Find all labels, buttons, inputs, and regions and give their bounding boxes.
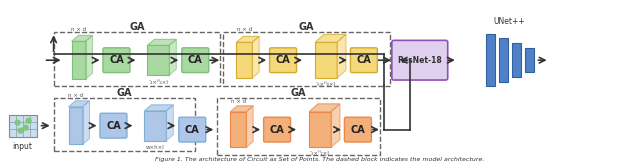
Polygon shape [309, 112, 331, 148]
Text: n × d: n × d [237, 27, 252, 32]
Polygon shape [147, 39, 176, 45]
Bar [54, 32, 220, 86]
Polygon shape [72, 35, 93, 41]
Polygon shape [252, 36, 259, 78]
FancyBboxPatch shape [100, 113, 127, 138]
FancyBboxPatch shape [344, 117, 371, 142]
FancyBboxPatch shape [179, 117, 205, 142]
Polygon shape [331, 104, 340, 148]
Bar [486, 34, 495, 86]
Bar [511, 43, 520, 77]
Polygon shape [236, 36, 259, 42]
Text: ResNet-18: ResNet-18 [397, 56, 442, 65]
Polygon shape [315, 34, 346, 42]
Polygon shape [147, 45, 170, 75]
Polygon shape [68, 107, 83, 144]
Polygon shape [83, 101, 90, 144]
FancyBboxPatch shape [351, 48, 378, 73]
Bar [223, 32, 390, 86]
FancyBboxPatch shape [182, 48, 209, 73]
Polygon shape [230, 112, 246, 148]
Text: n × d: n × d [71, 27, 86, 32]
Text: UNet++: UNet++ [493, 17, 525, 27]
Text: GA: GA [291, 88, 307, 98]
Polygon shape [68, 101, 90, 107]
Text: n × d: n × d [230, 99, 246, 104]
Text: CA: CA [276, 55, 291, 65]
Circle shape [23, 125, 28, 130]
Text: CA: CA [351, 125, 365, 135]
Circle shape [15, 120, 20, 125]
Polygon shape [309, 104, 340, 112]
Text: GA: GA [299, 23, 314, 32]
Text: CA: CA [185, 125, 200, 135]
Text: ᵔ₄×ᴴ₄×l: ᵔ₄×ᴴ₄×l [148, 80, 168, 85]
Polygon shape [170, 39, 176, 75]
Polygon shape [236, 42, 252, 78]
Text: CA: CA [269, 125, 284, 135]
Text: ᵔ₂×ᴴ₂×l: ᵔ₂×ᴴ₂×l [310, 151, 330, 156]
Text: GA: GA [116, 88, 132, 98]
Polygon shape [145, 105, 173, 111]
Circle shape [26, 118, 31, 123]
Polygon shape [145, 111, 166, 140]
Polygon shape [315, 42, 337, 78]
Text: w×h×l: w×h×l [146, 145, 164, 151]
Text: GA: GA [129, 23, 145, 32]
FancyBboxPatch shape [269, 48, 296, 73]
Polygon shape [9, 115, 36, 137]
Text: Figure 1. The architecture of Circuit as Set of Points. The dashed block indicat: Figure 1. The architecture of Circuit as… [156, 157, 484, 162]
Text: n × d: n × d [68, 93, 83, 98]
Bar [525, 48, 534, 72]
Text: CA: CA [356, 55, 371, 65]
Text: CA: CA [109, 55, 124, 65]
FancyBboxPatch shape [103, 48, 130, 73]
Text: ᵔ₈×ᴴ₈×l: ᵔ₈×ᴴ₈×l [316, 82, 336, 87]
Bar [217, 98, 380, 155]
Bar [54, 98, 195, 151]
Polygon shape [337, 34, 346, 78]
Bar [499, 38, 508, 82]
Circle shape [18, 128, 23, 133]
Polygon shape [86, 35, 93, 79]
Text: CA: CA [106, 121, 121, 131]
Polygon shape [72, 41, 86, 79]
Polygon shape [230, 106, 253, 112]
Polygon shape [166, 105, 173, 140]
FancyBboxPatch shape [264, 117, 291, 142]
FancyBboxPatch shape [392, 40, 448, 80]
Polygon shape [246, 106, 253, 148]
Text: input: input [13, 141, 33, 151]
Text: CA: CA [188, 55, 203, 65]
